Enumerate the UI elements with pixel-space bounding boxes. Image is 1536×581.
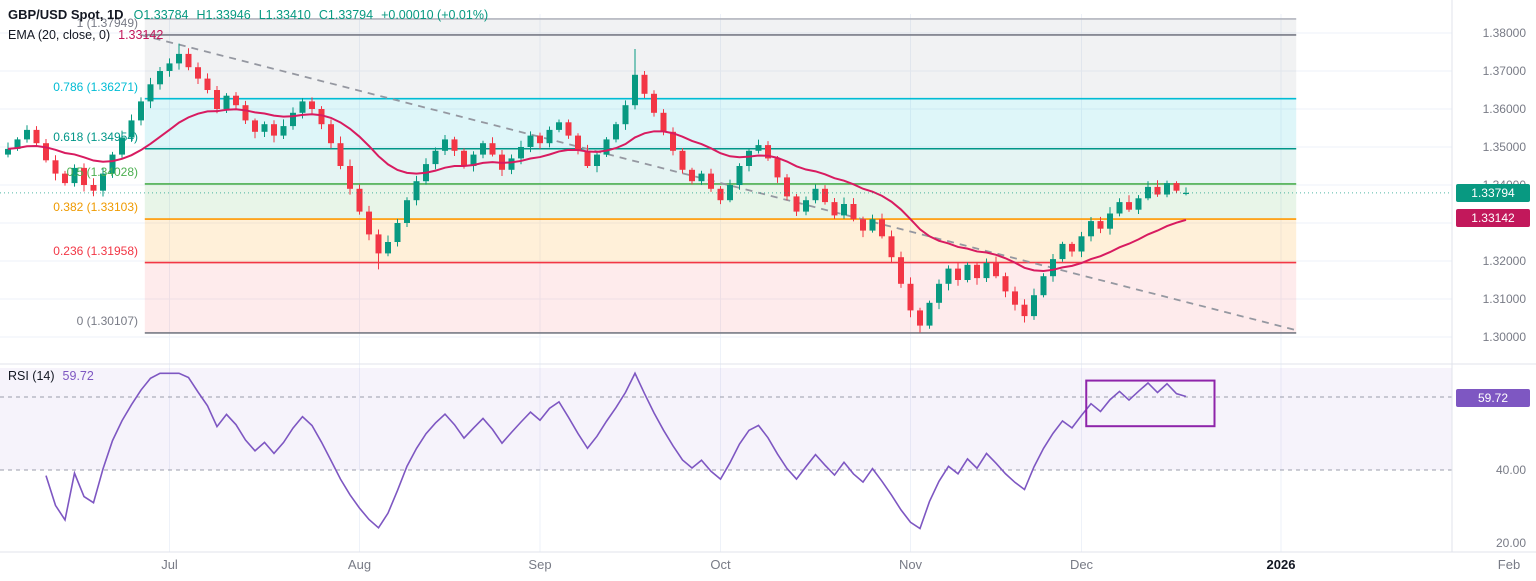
rsi-axis-label: 40.00 — [1495, 463, 1526, 477]
time-axis-label: Jul — [161, 557, 178, 572]
price-axis-label: 1.38000 — [1482, 26, 1526, 40]
fib-level-label: 0.786 (1.36271) — [53, 79, 138, 94]
high-value: 1.33946 — [205, 8, 251, 22]
time-axis-label: Nov — [898, 557, 923, 572]
open-value: 1.33784 — [143, 8, 189, 22]
price-axis-label: 1.32000 — [1482, 254, 1526, 268]
rsi-legend: RSI (14) 59.72 — [8, 369, 94, 383]
high-label: H — [196, 8, 206, 22]
time-axis-label: Sep — [528, 557, 552, 572]
price-axis-label: 1.35000 — [1482, 140, 1526, 154]
open-label: O — [133, 8, 144, 22]
fib-level-label: 0.618 (1.34954) — [53, 129, 138, 144]
price-axis-label: 1.31000 — [1482, 292, 1526, 306]
time-axis-label: Aug — [347, 557, 372, 572]
low-value: 1.33410 — [265, 8, 311, 22]
low-label: L — [258, 8, 266, 22]
rsi-axis-label: 20.00 — [1495, 536, 1526, 550]
price-axis-label: 1.36000 — [1482, 102, 1526, 116]
change-value: +0.00010 (+0.01%) — [381, 8, 489, 22]
price-axis-label: 1.37000 — [1482, 64, 1526, 78]
symbol-title[interactable]: GBP/USD Spot, 1D — [8, 7, 124, 22]
rsi-indicator-value: 59.72 — [62, 369, 94, 383]
time-axis-label: Dec — [1069, 557, 1094, 572]
descending-trendline[interactable] — [140, 34, 1297, 332]
time-axis-label: Feb — [1497, 557, 1521, 572]
rsi-value-badge: 59.72 — [1456, 389, 1530, 408]
fib-level-label: 1 (1.37949) — [76, 15, 138, 30]
close-value: 1.33794 — [327, 8, 374, 22]
axis-column-bg — [1452, 0, 1536, 581]
fib-level-label: 0.236 (1.31958) — [53, 243, 138, 258]
fib-retracement — [144, 18, 1297, 334]
time-axis[interactable]: Jul Aug Sep Oct Nov Dec 2026 Feb — [0, 552, 1536, 581]
fib-level-label: 0.5 (1.34028) — [66, 164, 138, 179]
chart-legend: GBP/USD Spot, 1D O1.33784 H1.33946 L1.33410… — [8, 5, 496, 45]
ema-line[interactable] — [7, 108, 1187, 272]
current-price-badge: 1.33794 — [1456, 183, 1530, 202]
price-axis-label: 1.30000 — [1482, 330, 1526, 344]
symbol-row: GBP/USD Spot, 1D O1.33784 H1.33946 L1.33410… — [8, 5, 496, 25]
time-axis-label: Oct — [710, 557, 731, 572]
rsi-indicator-label[interactable]: RSI (14) — [8, 369, 55, 383]
fib-level-label: 0.382 (1.33103) — [53, 200, 138, 215]
fib-level-label: 0 (1.30107) — [76, 313, 138, 328]
ema-price-badge: 1.33142 — [1456, 208, 1530, 227]
time-axis-label: 2026 — [1266, 557, 1296, 572]
ema-indicator-label[interactable]: EMA (20, close, 0) — [8, 28, 111, 42]
rsi-pane[interactable] — [0, 368, 1452, 530]
close-label: C — [318, 8, 328, 22]
candlestick-series[interactable] — [5, 43, 1189, 333]
ema-indicator-value: 1.33142 — [118, 28, 164, 42]
rsi-highlight-box[interactable] — [1085, 379, 1216, 428]
ema-row: EMA (20, close, 0) 1.33142 — [8, 25, 496, 45]
rsi-line — [45, 371, 1187, 530]
